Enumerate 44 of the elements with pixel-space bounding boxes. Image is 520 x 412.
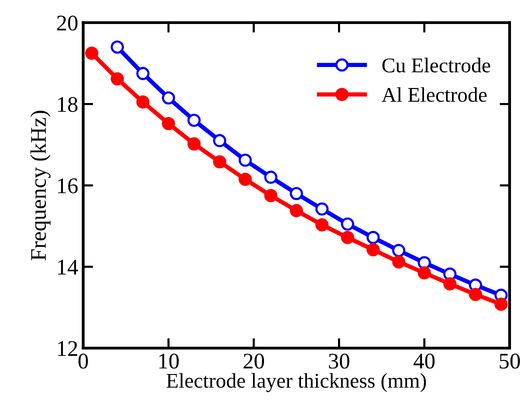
- point: [162, 91, 176, 105]
- x-tick-label: 50: [500, 354, 520, 369]
- y-tick-label: 18: [58, 96, 78, 112]
- point: [290, 186, 303, 200]
- point: [315, 202, 329, 216]
- point: [418, 266, 431, 280]
- point: [392, 244, 406, 258]
- legend-label: Cu Electrode: [382, 58, 490, 72]
- x-tick-label: 20: [244, 354, 264, 369]
- y-axis-title: Frequency (kHz): [30, 110, 51, 260]
- point: [85, 46, 98, 60]
- x-tick-label: 30: [328, 354, 350, 369]
- y-tick-label: 20: [57, 16, 78, 31]
- y-tick-label: 12: [58, 341, 78, 356]
- x-axis-title: Electrode layer thickness (mm): [166, 373, 426, 392]
- point: [238, 154, 252, 167]
- y-tick-label: 14: [58, 260, 78, 274]
- point: [264, 170, 278, 184]
- point: [340, 230, 354, 244]
- point: [187, 114, 201, 127]
- point: [443, 277, 457, 290]
- point: [366, 243, 380, 256]
- point: [494, 298, 508, 311]
- point: [187, 137, 201, 150]
- x-tick-label: 40: [414, 354, 435, 369]
- point: [366, 230, 380, 244]
- point: [162, 116, 176, 130]
- point: [290, 204, 303, 218]
- x-tick-label: 10: [159, 354, 179, 369]
- point: [238, 172, 252, 186]
- x-tick-label: 0: [78, 354, 88, 369]
- legend-label: Al Electrode: [382, 87, 487, 102]
- point: [468, 288, 482, 302]
- point: [136, 95, 150, 109]
- point: [110, 72, 124, 86]
- point: [213, 155, 226, 168]
- point: [340, 217, 354, 231]
- point: [136, 66, 150, 80]
- point: [392, 255, 406, 268]
- y-tick-label: 16: [58, 178, 78, 194]
- point: [315, 218, 329, 232]
- point: [264, 188, 278, 202]
- point: [213, 134, 226, 148]
- point: [110, 40, 124, 54]
